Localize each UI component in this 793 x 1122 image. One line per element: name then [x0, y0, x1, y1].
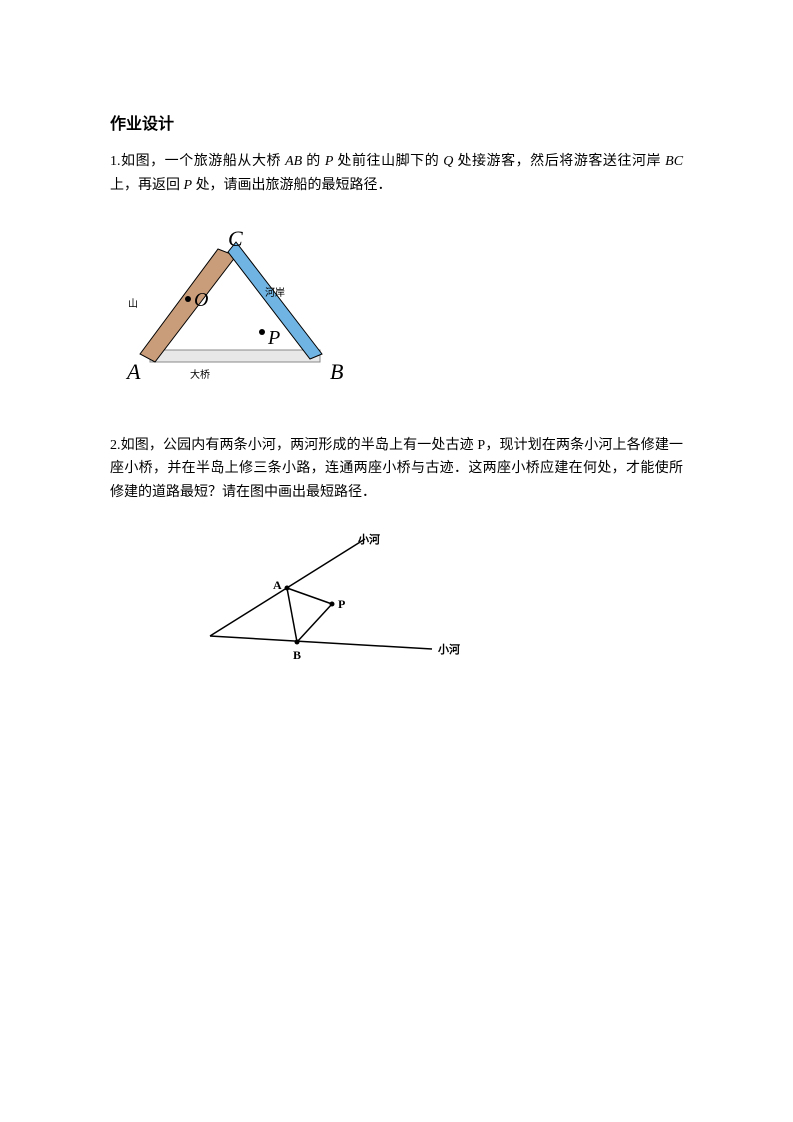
svg-text:大桥: 大桥	[190, 368, 210, 381]
figure-2: 小河小河APB	[180, 531, 480, 671]
p1-t5: 上，再返回	[110, 178, 184, 193]
svg-text:C: C	[228, 226, 243, 251]
p1-t1: 如图，一个旅游船从大桥	[121, 154, 286, 169]
svg-text:P: P	[267, 327, 280, 349]
problem-1-number: 1.	[110, 154, 121, 169]
problem-2-text: 如图，公园内有两条小河，两河形成的半岛上有一处古迹 P，现计划在两条小河上各修建…	[110, 438, 683, 501]
problem-2-number: 2.	[110, 438, 121, 453]
svg-text:小河: 小河	[357, 532, 380, 546]
p1-t3: 处前往山脚下的	[333, 154, 443, 169]
svg-text:B: B	[293, 648, 301, 662]
svg-text:山: 山	[128, 298, 138, 310]
p1-v5: P	[184, 178, 193, 193]
problem-2: 2.如图，公园内有两条小河，两河形成的半岛上有一处古迹 P，现计划在两条小河上各…	[110, 434, 683, 505]
p1-t2: 的	[302, 154, 325, 169]
p1-t6: 处，请画出旅游船的最短路径．	[192, 178, 392, 193]
svg-text:小河: 小河	[437, 642, 460, 656]
page-title: 作业设计	[110, 110, 683, 134]
figure-1: A B C 山 河岸大桥 O P	[110, 224, 370, 394]
svg-text:河岸: 河岸	[265, 287, 285, 299]
figure-2-container: 小河小河APB	[110, 531, 683, 671]
p1-v4: BC	[665, 154, 683, 169]
figure-1-container: A B C 山 河岸大桥 O P	[110, 224, 683, 394]
svg-text:A: A	[273, 578, 282, 592]
svg-text:A: A	[125, 359, 141, 384]
svg-text:O: O	[194, 289, 208, 311]
p1-t4: 处接游客，然后将游客送往河岸	[453, 154, 665, 169]
problem-1: 1.如图，一个旅游船从大桥 AB 的 P 处前往山脚下的 Q 处接游客，然后将游…	[110, 150, 683, 198]
svg-text:B: B	[330, 359, 343, 384]
p1-v3: Q	[443, 154, 453, 169]
p1-v1: AB	[285, 154, 302, 169]
svg-text:P: P	[338, 597, 345, 611]
